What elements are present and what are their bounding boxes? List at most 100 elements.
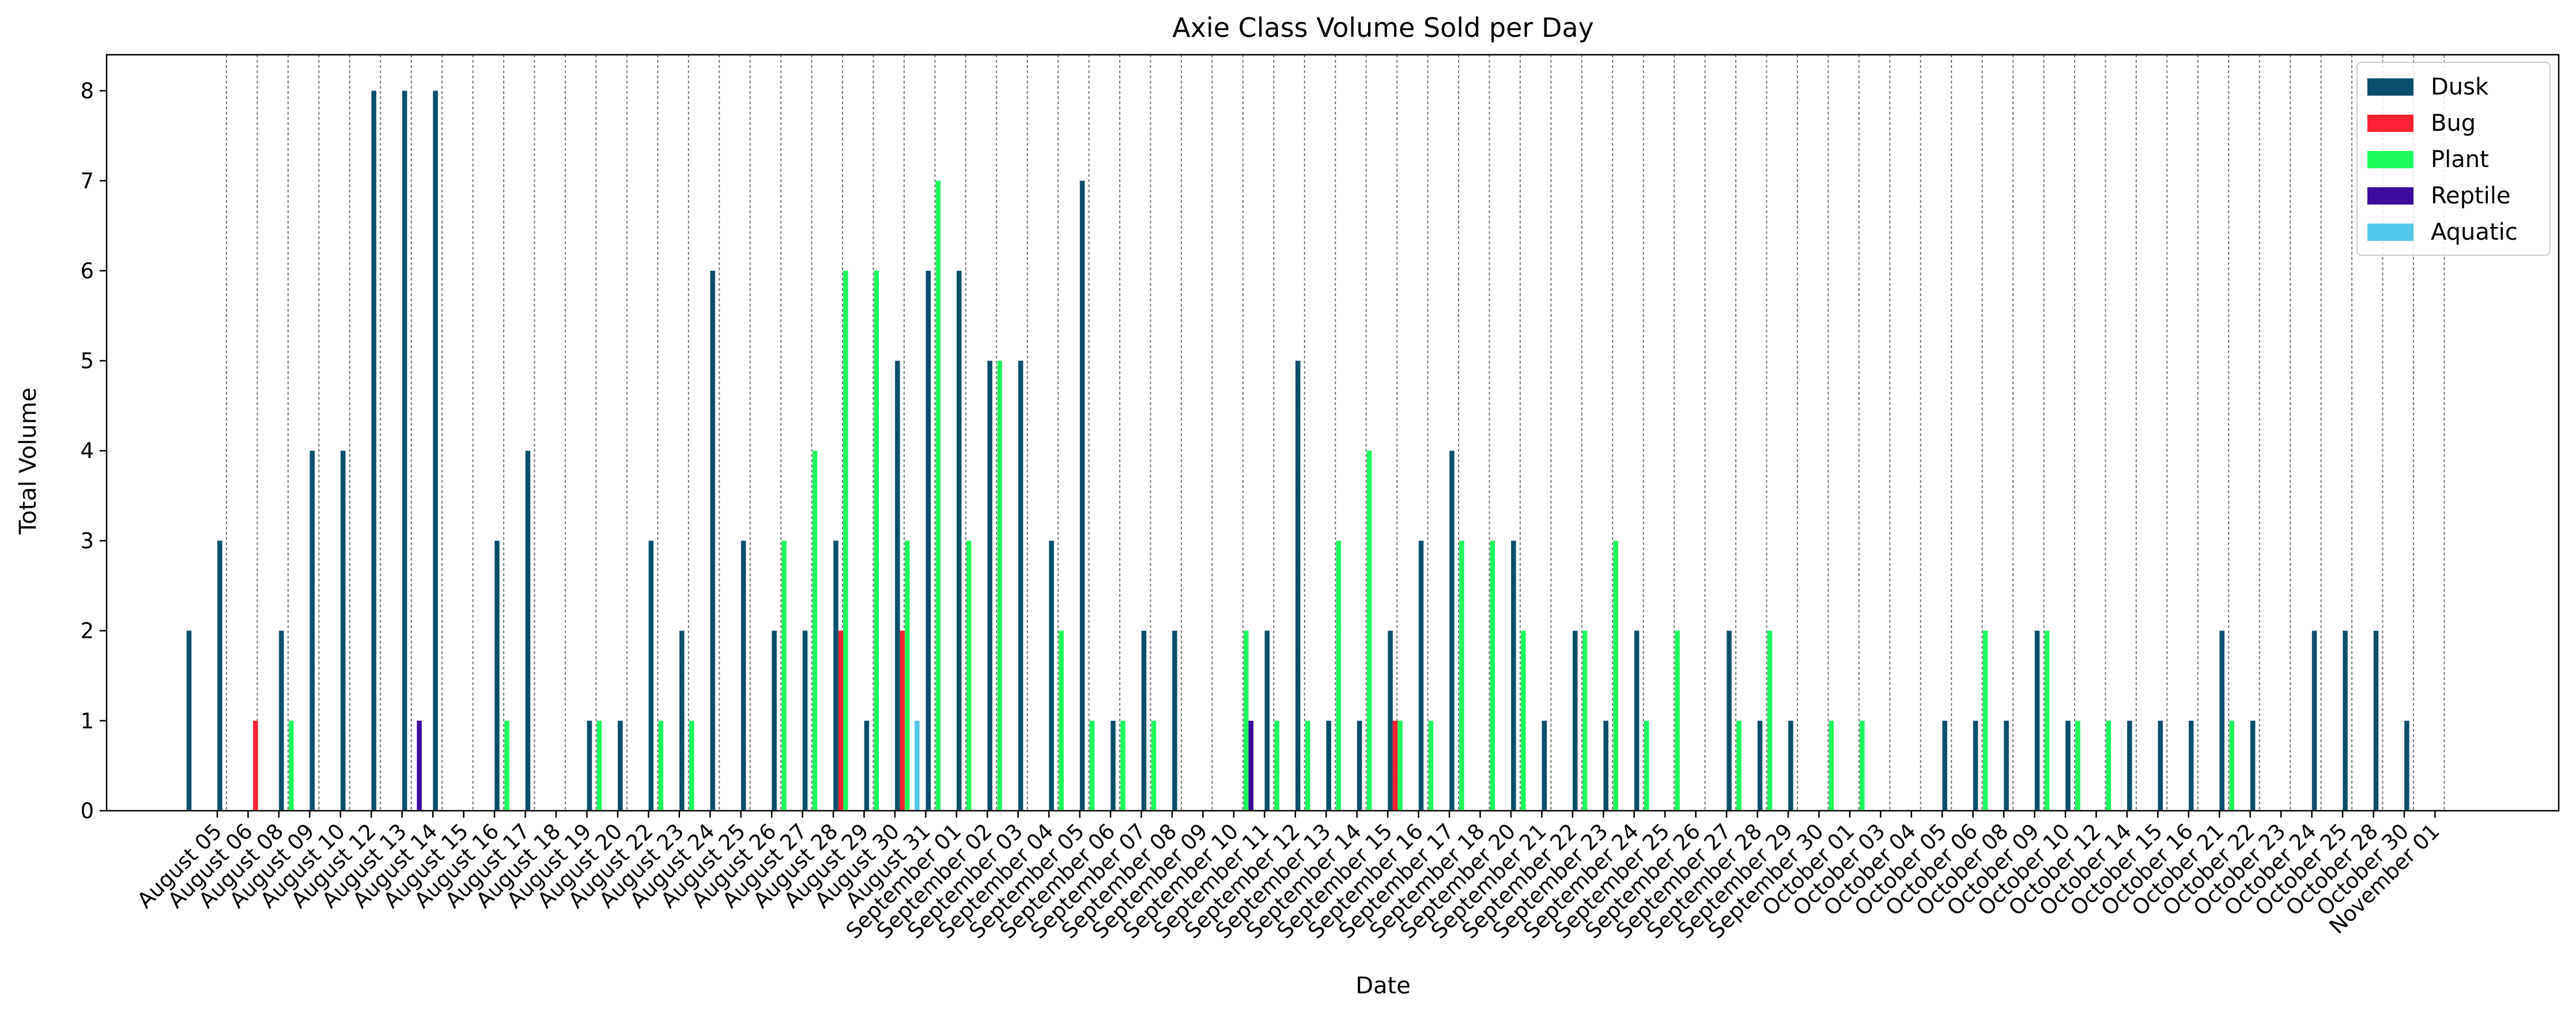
bar-plant	[689, 720, 694, 811]
legend-label-bug: Bug	[2431, 110, 2476, 137]
bar-plant	[905, 540, 910, 811]
bar-dusk	[2065, 720, 2071, 811]
bar-plant	[812, 451, 818, 811]
bar-dusk	[1757, 720, 1763, 811]
bar-plant	[1151, 720, 1157, 811]
bar-plant	[874, 270, 879, 811]
bar-dusk	[587, 720, 592, 811]
legend-label-reptile: Reptile	[2431, 183, 2511, 209]
plot-frame	[105, 54, 2560, 812]
bar-plant	[2106, 720, 2112, 811]
bar-plant	[1459, 540, 1464, 811]
bar-aquatic	[915, 720, 920, 811]
bar-dusk	[309, 451, 315, 811]
bar-plant	[1829, 720, 1834, 811]
chart-title: Axie Class Volume Sold per Day	[1172, 12, 1594, 43]
bars	[186, 90, 2409, 811]
bar-plant	[1767, 630, 1773, 811]
bar-dusk	[1049, 540, 1054, 811]
bar-plant	[1336, 540, 1341, 811]
bar-bug	[1392, 720, 1398, 811]
y-tick-label: 4	[80, 438, 94, 463]
bar-plant	[1428, 720, 1434, 811]
bar-dusk	[833, 540, 838, 811]
bar-plant	[2044, 630, 2050, 811]
bar-dusk	[1326, 720, 1331, 811]
bar-dusk	[1973, 720, 1978, 811]
y-tick-label: 6	[80, 259, 94, 283]
bar-plant	[1089, 720, 1095, 811]
y-tick-label: 7	[80, 169, 94, 194]
bar-dusk	[1111, 720, 1116, 811]
bar-plant	[596, 720, 602, 811]
y-tick-label: 1	[80, 709, 94, 734]
legend-label-plant: Plant	[2431, 146, 2489, 173]
bar-dusk	[217, 540, 222, 811]
legend-swatch-bug	[2367, 115, 2413, 132]
bar-dusk	[2343, 630, 2348, 811]
bar-plant	[1982, 630, 1988, 811]
bar-reptile	[417, 720, 422, 811]
bar-bug	[900, 630, 905, 811]
legend-label-dusk: Dusk	[2431, 74, 2489, 100]
bar-dusk	[1634, 630, 1640, 811]
grid-lines	[226, 55, 2445, 811]
y-tick-label: 2	[80, 619, 94, 644]
bar-dusk	[402, 90, 407, 811]
legend-swatch-reptile	[2367, 187, 2413, 205]
bar-dusk	[341, 451, 346, 811]
bar-dusk	[371, 90, 376, 811]
bar-dusk	[1511, 540, 1516, 811]
legend-swatch-aquatic	[2367, 224, 2413, 241]
bar-plant	[966, 540, 972, 811]
bar-dusk	[494, 540, 500, 811]
bar-plant	[2229, 720, 2234, 811]
bar-dusk	[1264, 630, 1270, 811]
bar-dusk	[2250, 720, 2256, 811]
bar-dusk	[525, 451, 531, 811]
legend-label-aquatic: Aquatic	[2431, 219, 2518, 245]
bar-dusk	[772, 630, 777, 811]
bar-plant	[2075, 720, 2080, 811]
y-tick-label: 3	[80, 528, 94, 553]
bar-dusk	[2004, 720, 2009, 811]
bar-plant	[1644, 720, 1649, 811]
bar-dusk	[957, 270, 962, 811]
legend-swatch-dusk	[2367, 78, 2413, 96]
legend-box	[2356, 62, 2551, 256]
bar-dusk	[1727, 630, 1732, 811]
bar-dusk	[1542, 720, 1547, 811]
bar-dusk	[802, 630, 808, 811]
bar-dusk	[2127, 720, 2132, 811]
bar-plant	[1244, 630, 1249, 811]
bar-dusk	[648, 540, 654, 811]
bar-plant	[997, 361, 1002, 811]
bar-dusk	[279, 630, 284, 811]
bar-plant	[1305, 720, 1310, 811]
bar-dusk	[2034, 630, 2040, 811]
bar-dusk	[2311, 630, 2317, 811]
bar-plant	[1120, 720, 1125, 811]
bar-dusk	[987, 361, 992, 811]
bar-dusk	[1018, 361, 1023, 811]
bar-dusk	[433, 90, 438, 811]
legend-swatch-plant	[2367, 151, 2413, 168]
bar-plant	[1274, 720, 1279, 811]
y-axis: 0 1 2 3 4 5 6 7 8	[80, 78, 107, 823]
bar-dusk	[1449, 451, 1455, 811]
bar-dusk	[1295, 361, 1301, 811]
bar-dusk	[2219, 630, 2224, 811]
bar-plant	[1613, 540, 1618, 811]
bar-dusk	[186, 630, 192, 811]
bar-dusk	[2373, 630, 2379, 811]
bar-dusk	[1172, 630, 1177, 811]
bar-plant	[1736, 720, 1742, 811]
bar-plant	[935, 180, 941, 811]
bar-dusk	[1573, 630, 1578, 811]
y-tick-label: 8	[80, 78, 94, 103]
x-axis-title: Date	[1355, 973, 1411, 999]
bar-plant	[1366, 451, 1372, 811]
bar-dusk	[1079, 180, 1085, 811]
